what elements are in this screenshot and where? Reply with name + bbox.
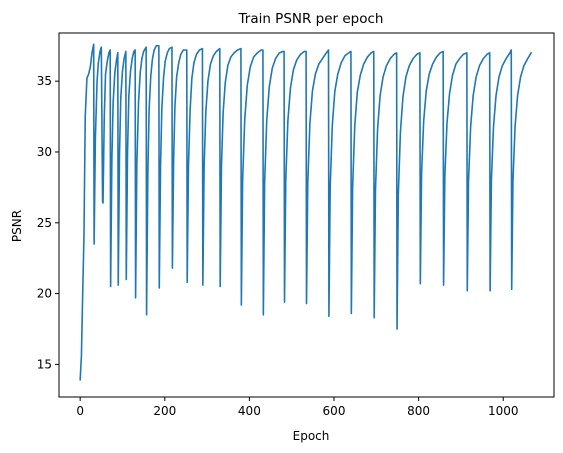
plot-area: 15 20 25 30 35 0 200 400 600 800 1000 [37,32,555,418]
chart-title: Train PSNR per epoch [238,11,384,27]
series-layer [79,43,532,381]
y-tick-label: 30 [37,145,52,159]
x-tick-label: 0 [76,404,84,418]
y-tick-label: 35 [37,74,52,88]
y-axis-label: PSNR [10,210,24,242]
y-tick-label: 15 [37,357,52,371]
x-tick-label: 1000 [488,404,519,418]
x-axis-label: Epoch [293,429,330,443]
series-line-0 [79,43,532,381]
y-axis-ticks: 15 20 25 30 35 [37,74,59,371]
x-tick-label: 200 [153,404,176,418]
plot-frame [58,32,555,398]
y-tick-label: 20 [37,287,52,301]
x-axis-ticks: 0 200 400 600 800 1000 [76,397,519,418]
x-tick-label: 400 [238,404,261,418]
x-tick-label: 600 [323,404,346,418]
x-tick-label: 800 [407,404,430,418]
y-tick-label: 25 [37,216,52,230]
